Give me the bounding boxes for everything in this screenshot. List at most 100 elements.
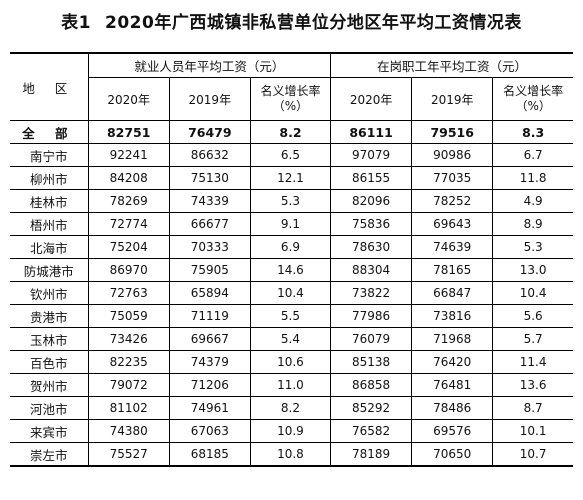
- onpost-2019-cell: 69576: [411, 419, 494, 443]
- region-cell: 北海市: [10, 235, 89, 259]
- table-caption: 2020年广西城镇非私营单位分地区年平均工资情况表: [105, 13, 522, 33]
- onpost-2020-cell: 85292: [330, 396, 413, 420]
- onpost-2020-header: 2020年: [330, 77, 413, 121]
- onpost-2020-cell: 97079: [330, 143, 413, 167]
- growth-header-line2: （%）: [272, 99, 309, 113]
- employed-2019-cell: 67063: [168, 419, 251, 443]
- region-column-header: 地 区: [10, 52, 89, 121]
- onpost-growth-cell: 6.7: [492, 143, 573, 167]
- onpost-2019-cell: 71968: [411, 327, 494, 351]
- employed-2019-cell: 68185: [168, 442, 251, 467]
- employed-growth-cell: 12.1: [249, 166, 332, 190]
- onpost-2019-cell: 74639: [411, 235, 494, 259]
- employed-2019-cell: 66677: [168, 212, 251, 236]
- onpost-growth-cell: 5.3: [492, 235, 573, 259]
- onpost-2020-cell: 82096: [330, 189, 413, 213]
- employed-2020-cell: 73426: [87, 327, 170, 351]
- employed-2020-cell: 78269: [87, 189, 170, 213]
- region-cell: 河池市: [10, 396, 89, 420]
- onpost-2019-cell: 66847: [411, 281, 494, 305]
- table-row: 玉林市 73426 69667 5.4 76079 71968 5.7: [10, 327, 573, 351]
- employed-2019-cell: 69667: [168, 327, 251, 351]
- region-cell: 南宁市: [10, 143, 89, 167]
- onpost-2019-cell: 76420: [411, 350, 494, 374]
- onpost-2019-cell: 79516: [411, 120, 494, 144]
- table-title: 表1 2020年广西城镇非私营单位分地区年平均工资情况表: [0, 8, 583, 33]
- employed-2019-cell: 70333: [168, 235, 251, 259]
- employed-2020-cell: 74380: [87, 419, 170, 443]
- onpost-wage-group-header: 在岗职工年平均工资（元）: [330, 52, 573, 78]
- employed-2019-cell: 71206: [168, 373, 251, 397]
- onpost-2020-cell: 86858: [330, 373, 413, 397]
- employed-2020-cell: 72763: [87, 281, 170, 305]
- onpost-2019-cell: 78165: [411, 258, 494, 282]
- employed-2020-cell: 75059: [87, 304, 170, 328]
- employed-2020-cell: 82235: [87, 350, 170, 374]
- employed-2020-cell: 82751: [87, 120, 170, 144]
- onpost-growth-cell: 8.3: [492, 120, 573, 144]
- employed-2020-cell: 92241: [87, 143, 170, 167]
- employed-2019-cell: 75130: [168, 166, 251, 190]
- employed-growth-cell: 5.5: [249, 304, 332, 328]
- region-cell: 贺州市: [10, 373, 89, 397]
- employed-2019-cell: 74961: [168, 396, 251, 420]
- table-row: 百色市 82235 74379 10.6 85138 76420 11.4: [10, 350, 573, 374]
- employed-2020-cell: 72774: [87, 212, 170, 236]
- growth-header-line1: 名义增长率: [503, 84, 564, 98]
- employed-2019-cell: 74339: [168, 189, 251, 213]
- employed-growth-cell: 10.9: [249, 419, 332, 443]
- onpost-growth-cell: 13.6: [492, 373, 573, 397]
- onpost-2019-cell: 78486: [411, 396, 494, 420]
- growth-header-line2: （%）: [515, 99, 551, 113]
- table-row: 桂林市 78269 74339 5.3 82096 78252 4.9: [10, 189, 573, 213]
- region-cell: 全 部: [10, 120, 89, 144]
- onpost-growth-cell: 10.7: [492, 442, 573, 467]
- header-row-subcolumns: 2020年 2019年 名义增长率 （%） 2020年 2019年 名义增长率 …: [10, 77, 573, 121]
- employed-growth-cell: 10.6: [249, 350, 332, 374]
- region-cell: 崇左市: [10, 442, 89, 467]
- employed-2020-cell: 75527: [87, 442, 170, 467]
- table-row: 贵港市 75059 71119 5.5 77986 73816 5.6: [10, 304, 573, 328]
- header-row-groups: 地 区 就业人员年平均工资（元） 在岗职工年平均工资（元）: [10, 52, 573, 121]
- employed-growth-cell: 14.6: [249, 258, 332, 282]
- table-body: 全 部 82751 76479 8.2 86111 79516 8.3 南宁市 92241 866…: [10, 120, 573, 467]
- employed-growth-cell: 5.3: [249, 189, 332, 213]
- table-row: 北海市 75204 70333 6.9 78630 74639 5.3: [10, 235, 573, 259]
- table-row: 防城港市 86970 75905 14.6 88304 78165 13.0: [10, 258, 573, 282]
- table-row: 柳州市 84208 75130 12.1 86155 77035 11.8: [10, 166, 573, 190]
- onpost-2019-cell: 73816: [411, 304, 494, 328]
- region-cell: 来宾市: [10, 419, 89, 443]
- onpost-2019-cell: 69643: [411, 212, 494, 236]
- employed-growth-cell: 8.2: [249, 120, 332, 144]
- onpost-2019-header: 2019年: [411, 77, 494, 121]
- employed-growth-cell: 5.4: [249, 327, 332, 351]
- employed-growth-cell: 10.8: [249, 442, 332, 467]
- employed-growth-cell: 6.5: [249, 143, 332, 167]
- onpost-2020-cell: 86111: [330, 120, 413, 144]
- onpost-2019-cell: 78252: [411, 189, 494, 213]
- onpost-2020-cell: 73822: [330, 281, 413, 305]
- growth-header-line1: 名义增长率: [260, 84, 321, 98]
- onpost-growth-cell: 10.4: [492, 281, 573, 305]
- onpost-growth-cell: 11.4: [492, 350, 573, 374]
- onpost-2019-cell: 90986: [411, 143, 494, 167]
- onpost-2019-cell: 76481: [411, 373, 494, 397]
- onpost-growth-cell: 5.7: [492, 327, 573, 351]
- region-cell: 梧州市: [10, 212, 89, 236]
- employed-growth-cell: 6.9: [249, 235, 332, 259]
- total-row: 全 部 82751 76479 8.2 86111 79516 8.3: [10, 120, 573, 144]
- employed-2019-cell: 75905: [168, 258, 251, 282]
- onpost-2020-cell: 86155: [330, 166, 413, 190]
- region-cell: 百色市: [10, 350, 89, 374]
- employed-2020-cell: 79072: [87, 373, 170, 397]
- onpost-growth-cell: 13.0: [492, 258, 573, 282]
- employed-2019-cell: 86632: [168, 143, 251, 167]
- table-row: 梧州市 72774 66677 9.1 75836 69643 8.9: [10, 212, 573, 236]
- onpost-2020-cell: 78630: [330, 235, 413, 259]
- employed-growth-cell: 9.1: [249, 212, 332, 236]
- table-number: 表1: [61, 13, 91, 33]
- onpost-2020-cell: 75836: [330, 212, 413, 236]
- employed-2019-cell: 76479: [168, 120, 251, 144]
- employed-growth-cell: 11.0: [249, 373, 332, 397]
